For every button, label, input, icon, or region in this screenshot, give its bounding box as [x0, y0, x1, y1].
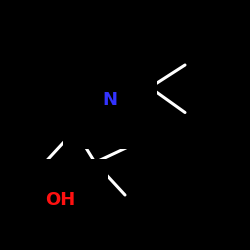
Text: OH: OH [45, 191, 75, 209]
Text: N: N [102, 91, 118, 109]
